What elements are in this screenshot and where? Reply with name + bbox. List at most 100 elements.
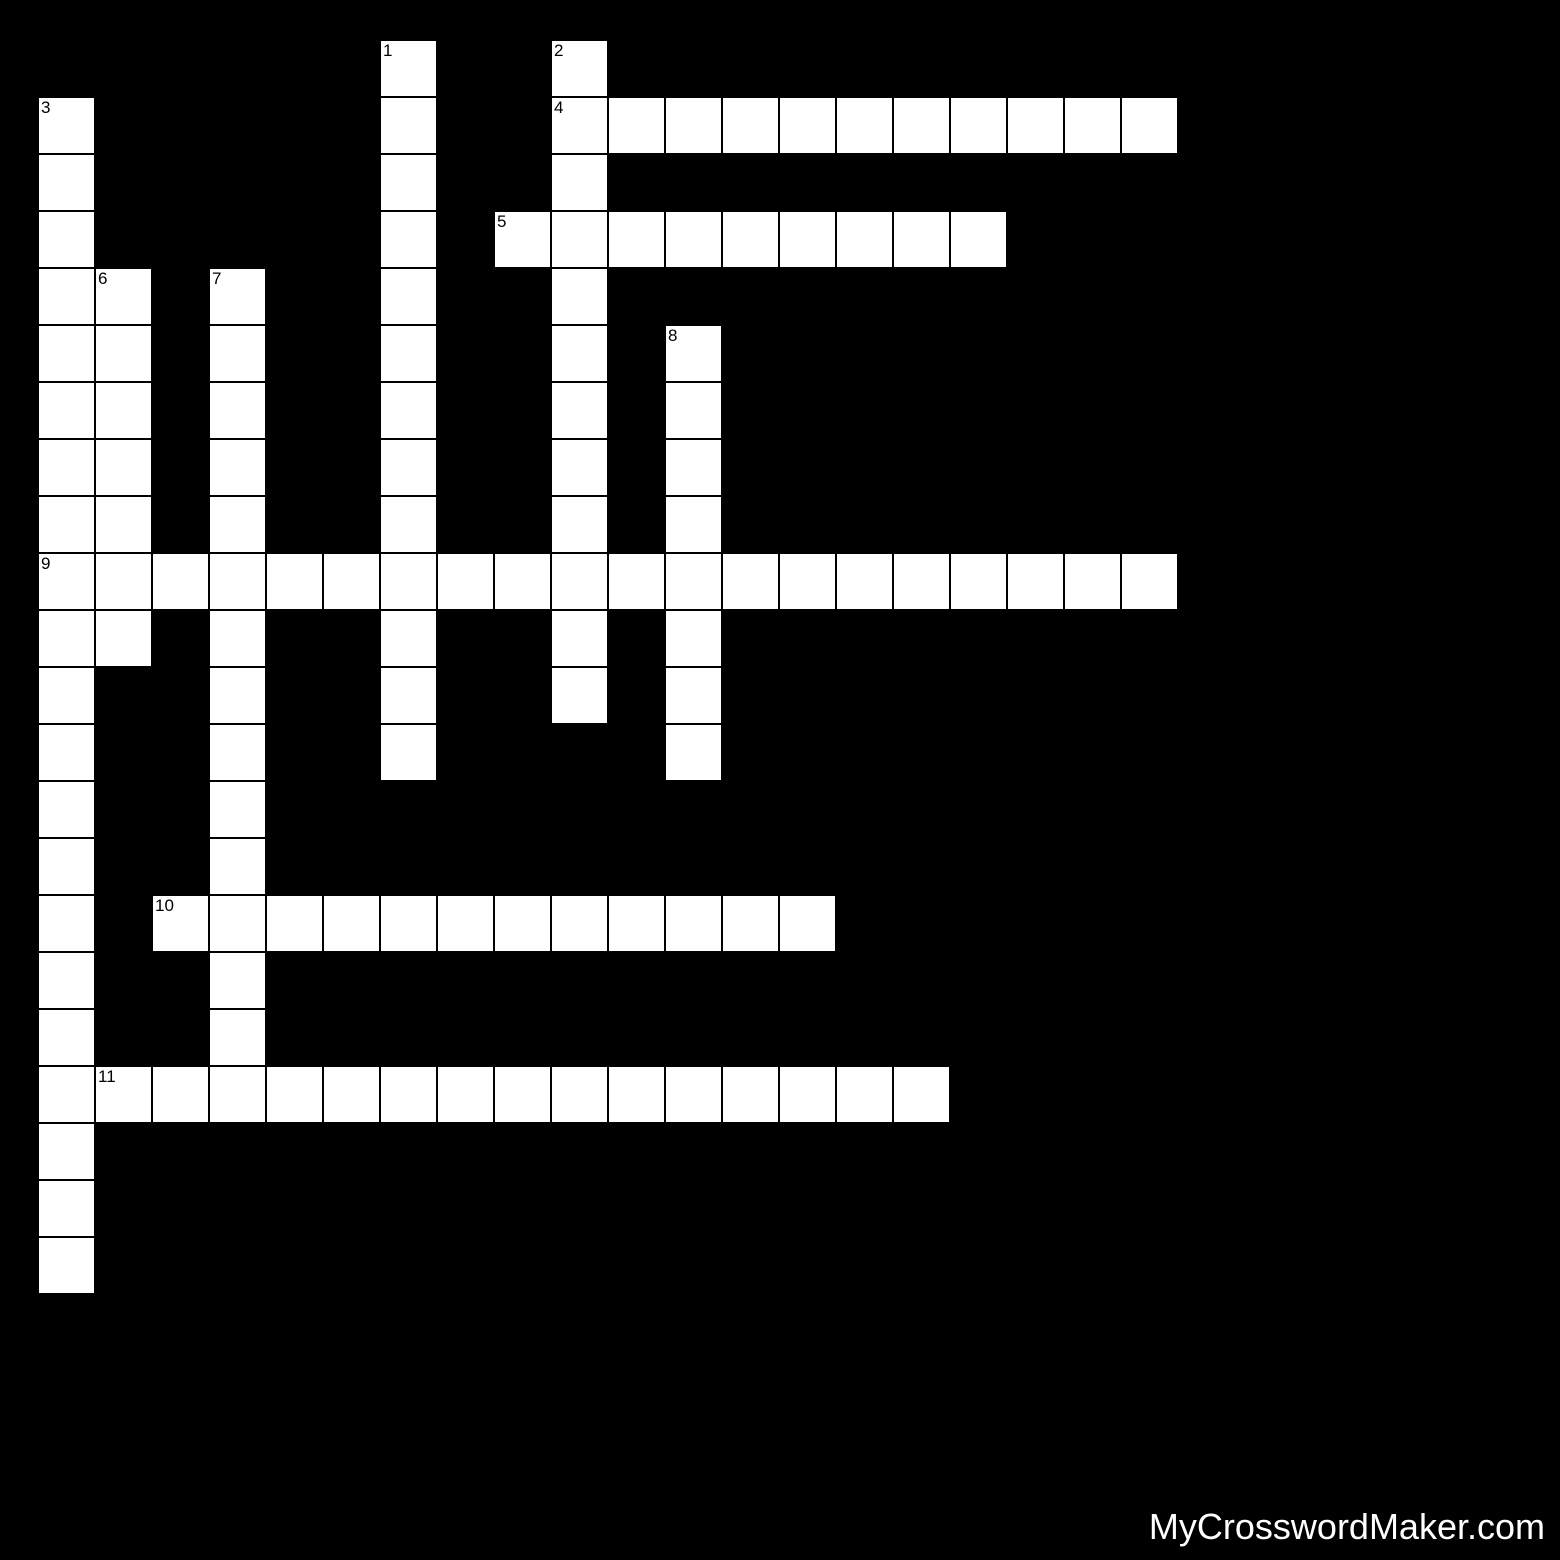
crossword-cell[interactable] <box>38 1180 95 1237</box>
crossword-cell[interactable]: 6 <box>95 268 152 325</box>
crossword-cell[interactable] <box>380 667 437 724</box>
crossword-cell[interactable] <box>665 610 722 667</box>
crossword-cell[interactable]: 4 <box>551 97 608 154</box>
crossword-cell[interactable] <box>551 154 608 211</box>
crossword-cell[interactable]: 7 <box>209 268 266 325</box>
crossword-cell[interactable] <box>38 610 95 667</box>
crossword-cell[interactable] <box>38 1066 95 1123</box>
crossword-cell[interactable] <box>608 553 665 610</box>
crossword-cell[interactable] <box>494 895 551 952</box>
crossword-cell[interactable] <box>950 97 1007 154</box>
crossword-cell[interactable] <box>665 1066 722 1123</box>
crossword-cell[interactable] <box>722 1066 779 1123</box>
crossword-cell[interactable]: 5 <box>494 211 551 268</box>
crossword-cell[interactable] <box>380 439 437 496</box>
crossword-cell[interactable] <box>665 439 722 496</box>
crossword-cell[interactable] <box>779 97 836 154</box>
crossword-cell[interactable] <box>665 553 722 610</box>
crossword-cell[interactable] <box>95 553 152 610</box>
crossword-cell[interactable] <box>779 553 836 610</box>
crossword-cell[interactable] <box>380 553 437 610</box>
crossword-cell[interactable] <box>665 382 722 439</box>
crossword-cell[interactable] <box>209 439 266 496</box>
crossword-cell[interactable] <box>209 1009 266 1066</box>
crossword-cell[interactable] <box>152 553 209 610</box>
crossword-cell[interactable] <box>551 553 608 610</box>
crossword-cell[interactable] <box>209 382 266 439</box>
crossword-cell[interactable] <box>665 211 722 268</box>
crossword-cell[interactable] <box>380 382 437 439</box>
crossword-cell[interactable] <box>665 97 722 154</box>
crossword-cell[interactable] <box>551 382 608 439</box>
crossword-cell[interactable] <box>323 895 380 952</box>
crossword-cell[interactable] <box>38 1237 95 1294</box>
crossword-cell[interactable] <box>209 1066 266 1123</box>
crossword-cell[interactable] <box>551 1066 608 1123</box>
crossword-cell[interactable] <box>209 610 266 667</box>
crossword-cell[interactable]: 9 <box>38 553 95 610</box>
crossword-cell[interactable] <box>380 268 437 325</box>
crossword-cell[interactable] <box>38 895 95 952</box>
crossword-cell[interactable] <box>836 97 893 154</box>
crossword-cell[interactable] <box>893 211 950 268</box>
crossword-cell[interactable] <box>323 1066 380 1123</box>
crossword-cell[interactable] <box>38 667 95 724</box>
crossword-cell[interactable] <box>1064 97 1121 154</box>
crossword-cell[interactable] <box>209 325 266 382</box>
crossword-cell[interactable] <box>380 895 437 952</box>
crossword-cell[interactable] <box>323 553 380 610</box>
crossword-cell[interactable] <box>779 1066 836 1123</box>
crossword-cell[interactable] <box>266 553 323 610</box>
crossword-cell[interactable] <box>38 268 95 325</box>
crossword-cell[interactable]: 3 <box>38 97 95 154</box>
crossword-cell[interactable] <box>722 553 779 610</box>
crossword-cell[interactable] <box>722 97 779 154</box>
crossword-cell[interactable] <box>266 1066 323 1123</box>
crossword-cell[interactable] <box>38 211 95 268</box>
crossword-cell[interactable] <box>551 439 608 496</box>
crossword-cell[interactable] <box>380 97 437 154</box>
crossword-cell[interactable] <box>494 1066 551 1123</box>
crossword-cell[interactable] <box>38 382 95 439</box>
crossword-cell[interactable] <box>608 895 665 952</box>
crossword-cell[interactable] <box>380 724 437 781</box>
crossword-cell[interactable] <box>551 268 608 325</box>
crossword-cell[interactable] <box>38 154 95 211</box>
crossword-cell[interactable] <box>209 496 266 553</box>
crossword-cell[interactable]: 8 <box>665 325 722 382</box>
crossword-cell[interactable] <box>95 610 152 667</box>
crossword-cell[interactable] <box>551 895 608 952</box>
crossword-cell[interactable] <box>38 325 95 382</box>
crossword-cell[interactable] <box>1007 553 1064 610</box>
crossword-cell[interactable] <box>494 553 551 610</box>
crossword-cell[interactable] <box>551 211 608 268</box>
crossword-cell[interactable] <box>209 724 266 781</box>
crossword-cell[interactable] <box>266 895 323 952</box>
crossword-cell[interactable] <box>608 1066 665 1123</box>
crossword-cell[interactable] <box>38 1009 95 1066</box>
crossword-cell[interactable] <box>1007 97 1064 154</box>
crossword-cell[interactable] <box>608 211 665 268</box>
crossword-cell[interactable] <box>608 97 665 154</box>
crossword-cell[interactable] <box>836 211 893 268</box>
crossword-cell[interactable] <box>38 496 95 553</box>
crossword-cell[interactable] <box>209 553 266 610</box>
crossword-cell[interactable] <box>209 895 266 952</box>
crossword-cell[interactable]: 2 <box>551 40 608 97</box>
crossword-cell[interactable] <box>152 1066 209 1123</box>
crossword-cell[interactable] <box>1121 553 1178 610</box>
crossword-cell[interactable] <box>665 496 722 553</box>
crossword-cell[interactable] <box>893 97 950 154</box>
crossword-cell[interactable] <box>1064 553 1121 610</box>
crossword-cell[interactable] <box>38 724 95 781</box>
crossword-cell[interactable] <box>95 496 152 553</box>
crossword-cell[interactable] <box>209 667 266 724</box>
crossword-cell[interactable] <box>893 1066 950 1123</box>
crossword-cell[interactable] <box>95 382 152 439</box>
crossword-cell[interactable] <box>665 895 722 952</box>
crossword-cell[interactable] <box>779 895 836 952</box>
crossword-cell[interactable] <box>551 667 608 724</box>
crossword-cell[interactable] <box>722 895 779 952</box>
crossword-cell[interactable] <box>380 1066 437 1123</box>
crossword-cell[interactable] <box>380 211 437 268</box>
